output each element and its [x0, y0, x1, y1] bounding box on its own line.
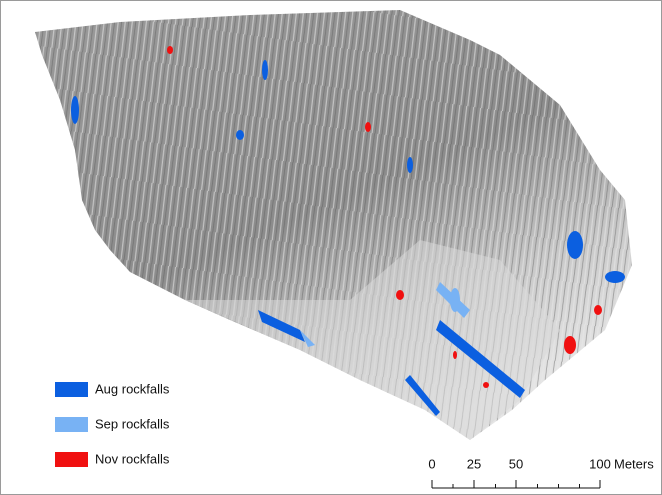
legend-label: Sep rockfalls: [95, 416, 170, 431]
scale-label: 0: [428, 456, 435, 471]
legend-label: Aug rockfalls: [95, 381, 170, 396]
scale-label: 100: [589, 456, 611, 471]
map: Aug rockfallsSep rockfallsNov rockfalls …: [0, 0, 662, 495]
scale-unit: Meters: [614, 456, 654, 471]
legend-swatch: [55, 382, 88, 397]
legend-label: Nov rockfalls: [95, 451, 170, 466]
legend: Aug rockfalls Sep rockfalls Nov rockfalls: [55, 381, 170, 467]
legend-swatch: [55, 417, 88, 432]
page: Aug rockfallsSep rockfallsNov rockfalls …: [0, 0, 662, 495]
scale-label: 25: [467, 456, 481, 471]
scale-label: 50: [509, 456, 523, 471]
legend-swatch: [55, 452, 88, 467]
